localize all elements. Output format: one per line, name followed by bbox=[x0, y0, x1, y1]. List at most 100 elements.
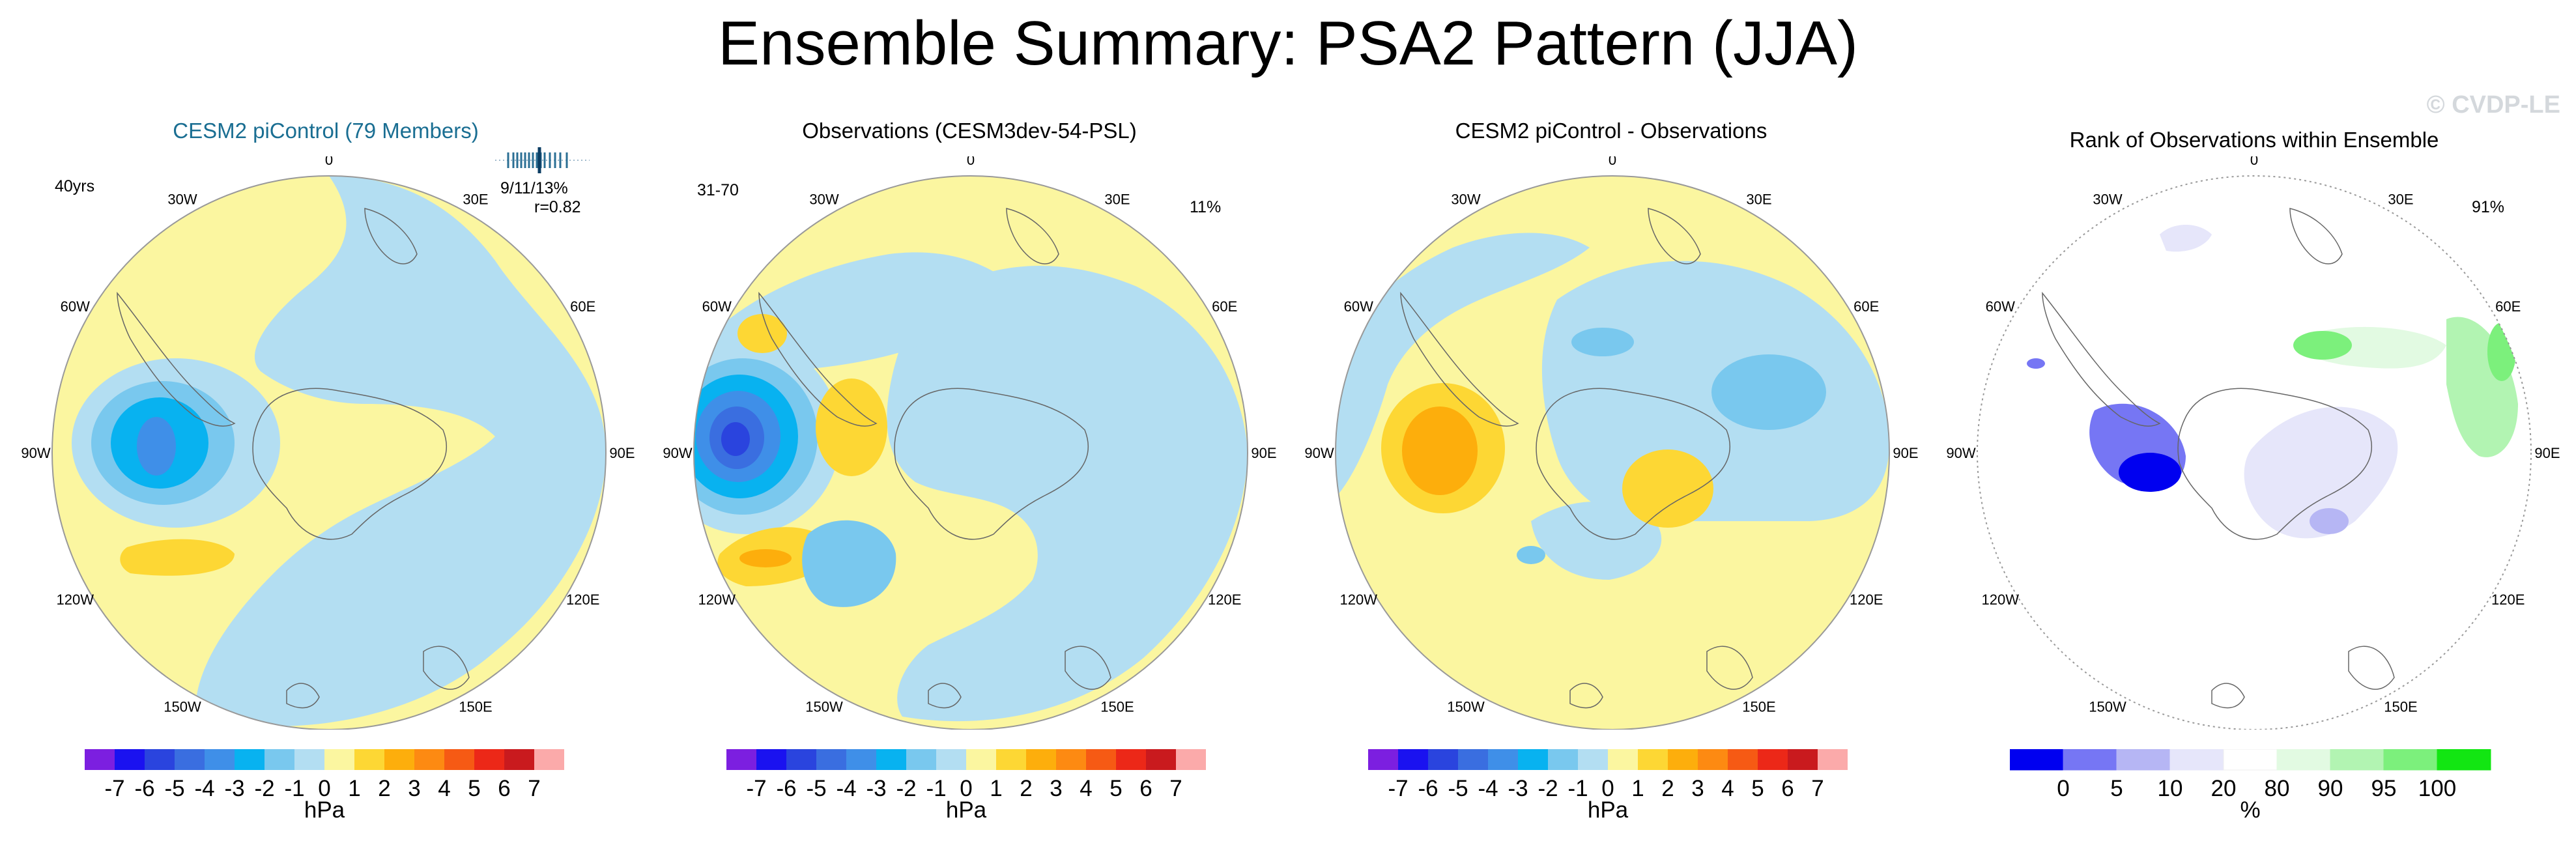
lon-label: 150W bbox=[805, 699, 843, 715]
colorbar-swatch bbox=[1698, 749, 1728, 770]
coastline bbox=[1006, 208, 1059, 264]
colorbar-swatch bbox=[175, 749, 205, 770]
panel-1-years: 40yrs bbox=[55, 177, 95, 195]
ensemble-spread-glyph bbox=[495, 147, 590, 173]
colorbar-swatch bbox=[235, 749, 265, 770]
colorbar-swatch bbox=[786, 749, 816, 770]
colorbar-observations: -7 -6 -5 -4 -3 -2 -1 0 1 2 3 4 5 6 7 hPa bbox=[726, 749, 1206, 823]
lon-label: 0 bbox=[2250, 156, 2258, 168]
colorbar-tick-label: -7 bbox=[1388, 776, 1408, 801]
colorbar-swatch bbox=[414, 749, 444, 770]
colorbar-swatch bbox=[1818, 749, 1848, 770]
colorbar-tick-label: 2 bbox=[378, 776, 390, 801]
colorbar-swatch bbox=[444, 749, 474, 770]
colorbar-swatch bbox=[145, 749, 175, 770]
lon-label: 60E bbox=[1212, 298, 1237, 315]
colorbar-tick-label: 2 bbox=[1020, 776, 1032, 801]
lon-label: 150E bbox=[459, 699, 492, 715]
lon-label: 150E bbox=[1742, 699, 1775, 715]
coastline bbox=[1065, 646, 1111, 690]
colorbar-tick-label: 6 bbox=[498, 776, 510, 801]
colorbar-tick-label: -1 bbox=[1567, 776, 1588, 801]
colorbar-swatch bbox=[2276, 749, 2331, 771]
lon-label: 30W bbox=[167, 191, 197, 207]
colorbar-ensemble-mean: -7 -6 -5 -4 -3 -2 -1 0 1 2 3 4 5 6 7 hPa bbox=[85, 749, 564, 823]
colorbar-swatch bbox=[1176, 749, 1206, 770]
coastline bbox=[252, 388, 447, 540]
colorbar-swatch bbox=[1368, 749, 1398, 770]
colorbar-units: hPa bbox=[946, 797, 987, 823]
map-boundary bbox=[51, 175, 607, 730]
colorbar-swatch bbox=[265, 749, 294, 770]
coastline bbox=[894, 388, 1089, 540]
coastline bbox=[2177, 388, 2372, 540]
colorbar-tick-label: -1 bbox=[926, 776, 946, 801]
coastline bbox=[286, 683, 320, 709]
lon-label: 60W bbox=[1344, 298, 1373, 315]
lon-label: 90W bbox=[21, 445, 50, 461]
lon-label: 150E bbox=[1100, 699, 1134, 715]
rank-95-east-core bbox=[2487, 322, 2516, 381]
lon-label: 60E bbox=[570, 298, 595, 315]
lon-label: 30E bbox=[1104, 191, 1130, 207]
coastline bbox=[2289, 208, 2343, 264]
colorbar-tick-label: -2 bbox=[1538, 776, 1558, 801]
map-boundary bbox=[1335, 175, 1890, 730]
colorbar-tick-label: -1 bbox=[284, 776, 304, 801]
colorbar-swatch bbox=[2169, 749, 2224, 771]
colorbar-tick-label: 3 bbox=[408, 776, 420, 801]
colorbar-swatch bbox=[846, 749, 876, 770]
colorbar-tick-label: -2 bbox=[254, 776, 274, 801]
lon-label: 150W bbox=[1447, 699, 1485, 715]
colorbar-tick-label: 4 bbox=[438, 776, 450, 801]
negative-region-east bbox=[887, 265, 1248, 722]
colorbar-swatch bbox=[504, 749, 534, 770]
colorbar-swatch bbox=[1398, 749, 1428, 770]
coastline bbox=[1706, 646, 1753, 690]
high-indian bbox=[816, 378, 887, 476]
colorbar-tick-label: 5 bbox=[2110, 776, 2123, 801]
colorbar-swatch bbox=[1116, 749, 1146, 770]
colorbar-swatch bbox=[726, 749, 756, 770]
colorbar-swatch bbox=[936, 749, 966, 770]
coastline bbox=[2348, 646, 2395, 690]
lon-label: 60E bbox=[2495, 298, 2521, 315]
high-ross bbox=[1622, 449, 1713, 528]
coastline bbox=[928, 683, 962, 709]
colorbar-tick-label: -5 bbox=[164, 776, 184, 801]
panel-2-title: Observations (CESM3dev-54-PSL) bbox=[802, 119, 1137, 143]
lon-label: 120E bbox=[566, 592, 599, 608]
coastline bbox=[1400, 291, 1519, 427]
panel-2-years: 31-70 bbox=[697, 181, 739, 199]
map-panel-observations: 030E60E90E120E150E180150W120W90W60W30W bbox=[663, 156, 1277, 730]
lon-label: 30E bbox=[2388, 191, 2413, 207]
colorbar-tick-label: 0 bbox=[960, 776, 972, 801]
colorbar-swatch bbox=[1428, 749, 1458, 770]
lon-label: 60W bbox=[61, 298, 90, 315]
lon-label: 90E bbox=[609, 445, 635, 461]
colorbar-swatch bbox=[115, 749, 145, 770]
colorbar-tick-label: 1 bbox=[348, 776, 360, 801]
colorbar-tick-label: -4 bbox=[1478, 776, 1498, 801]
colorbar-units: hPa bbox=[304, 797, 345, 823]
colorbar-swatch bbox=[294, 749, 324, 770]
map-boundary bbox=[693, 175, 1248, 730]
low-small bbox=[1517, 546, 1545, 564]
lon-label: 60W bbox=[702, 298, 732, 315]
lon-label: 0 bbox=[967, 156, 975, 168]
low-weddell bbox=[1571, 328, 1634, 356]
colorbar-tick-label: -2 bbox=[896, 776, 916, 801]
coastline bbox=[758, 291, 878, 427]
colorbar-swatch bbox=[2437, 749, 2491, 771]
colorbar-swatch bbox=[2063, 749, 2117, 771]
lon-label: 90E bbox=[2534, 445, 2560, 461]
colorbar-tick-label: 4 bbox=[1721, 776, 1734, 801]
colorbar-tick-label: -4 bbox=[836, 776, 856, 801]
colorbar-tick-label: -5 bbox=[1448, 776, 1468, 801]
lon-label: 90E bbox=[1893, 445, 1918, 461]
colorbar-swatch bbox=[534, 749, 564, 770]
colorbar-tick-label: 0 bbox=[318, 776, 330, 801]
colorbar-units: hPa bbox=[1588, 797, 1629, 823]
colorbar-tick-label: 4 bbox=[1080, 776, 1092, 801]
